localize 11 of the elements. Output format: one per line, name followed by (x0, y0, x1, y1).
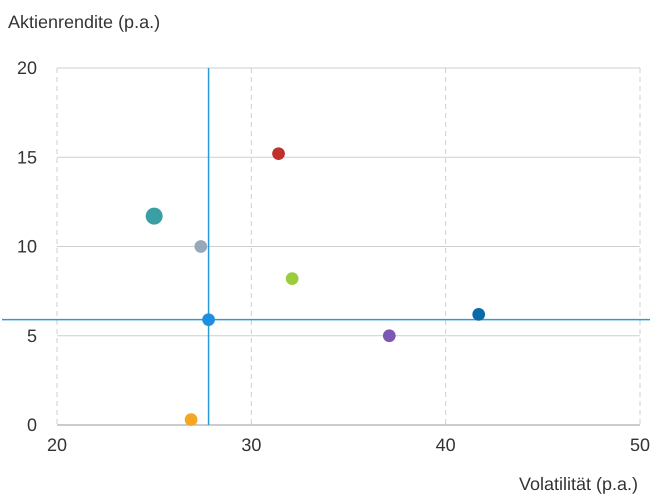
y-tick-label: 15 (16, 147, 37, 168)
x-tick-label: 40 (436, 435, 456, 455)
y-tick-label: 0 (26, 415, 37, 435)
x-tick-label: 20 (46, 435, 68, 455)
y-tick-label: 10 (16, 236, 37, 256)
y-tick-label: 5 (26, 326, 37, 346)
x-tick-label: 30 (241, 435, 262, 455)
x-axis-title: Volatilität (p.a.) (518, 474, 638, 494)
y-axis-title: Aktienrendite (p.a.) (8, 12, 160, 32)
x-tick-label: 50 (630, 435, 650, 455)
y-tick-label: 20 (16, 58, 37, 78)
